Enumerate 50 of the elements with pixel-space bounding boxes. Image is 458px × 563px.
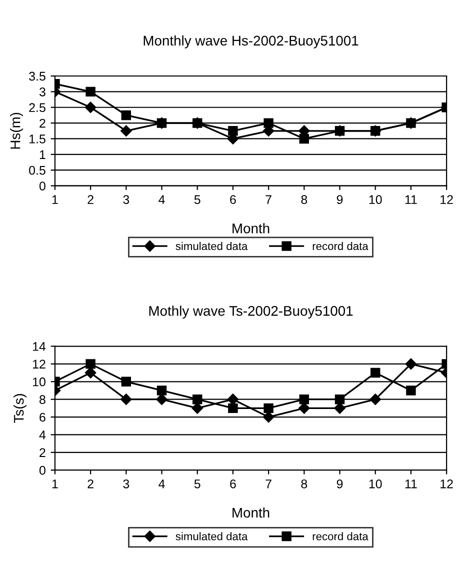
- x-tick-label: 12: [440, 479, 453, 488]
- x-tick-label: 1: [52, 195, 58, 204]
- y-tick-label: 2: [40, 448, 46, 457]
- y-tick-label: 10: [32, 377, 46, 386]
- y-tick-label: 0: [39, 466, 46, 475]
- x-axis-title: Month: [232, 507, 270, 518]
- y-axis-title: Ts(s): [14, 394, 26, 423]
- x-tick-label: 6: [230, 195, 236, 204]
- chart-title: Monthly wave Hs-2002-Buoy51001: [144, 35, 358, 48]
- x-tick-label: 8: [301, 479, 308, 488]
- x-tick-label: 9: [336, 479, 343, 488]
- x-tick-label: 3: [123, 479, 130, 488]
- legend-label: record data: [312, 532, 368, 540]
- y-tick-label: 3.5: [29, 72, 46, 81]
- x-tick-label: 4: [158, 195, 165, 204]
- y-tick-label: 2: [40, 118, 46, 128]
- y-tick-label: 4: [39, 430, 46, 440]
- x-tick-label: 7: [266, 195, 272, 204]
- x-tick-label: 4: [158, 480, 165, 488]
- x-tick-label: 1: [52, 480, 58, 488]
- x-tick-label: 6: [230, 479, 236, 488]
- y-axis-title: Hs(m): [10, 112, 23, 149]
- x-tick-label: 11: [405, 195, 417, 204]
- x-tick-label: 3: [123, 195, 130, 204]
- chart-title: Mothly wave Ts-2002-Buoy51001: [149, 306, 353, 319]
- x-tick-label: 5: [194, 195, 200, 204]
- x-tick-label: 10: [369, 195, 382, 204]
- x-tick-label: 10: [369, 479, 382, 488]
- x-tick-label: 9: [336, 195, 343, 204]
- x-tick-label: 7: [266, 480, 272, 488]
- legend-label: simulated data: [176, 532, 248, 540]
- x-tick-label: 5: [194, 480, 200, 488]
- x-axis-title: Month: [232, 223, 270, 234]
- legend-label: simulated data: [176, 242, 248, 250]
- y-tick-label: 3: [39, 87, 46, 96]
- y-tick-label: 0.5: [29, 166, 46, 175]
- x-tick-label: 12: [440, 195, 453, 204]
- y-tick-label: 2.5: [29, 103, 46, 112]
- x-tick-label: 8: [301, 195, 308, 204]
- y-tick-label: 0: [39, 182, 46, 190]
- y-tick-label: 6: [40, 412, 46, 422]
- y-tick-label: 14: [32, 342, 46, 351]
- y-tick-label: 12: [32, 360, 46, 368]
- y-tick-label: 8: [40, 395, 46, 404]
- x-tick-label: 2: [88, 195, 94, 204]
- legend-label: record data: [312, 242, 368, 250]
- y-tick-label: 1.5: [30, 134, 46, 144]
- x-tick-label: 11: [405, 480, 417, 488]
- x-tick-label: 2: [88, 479, 94, 488]
- y-tick-label: 1: [40, 150, 46, 159]
